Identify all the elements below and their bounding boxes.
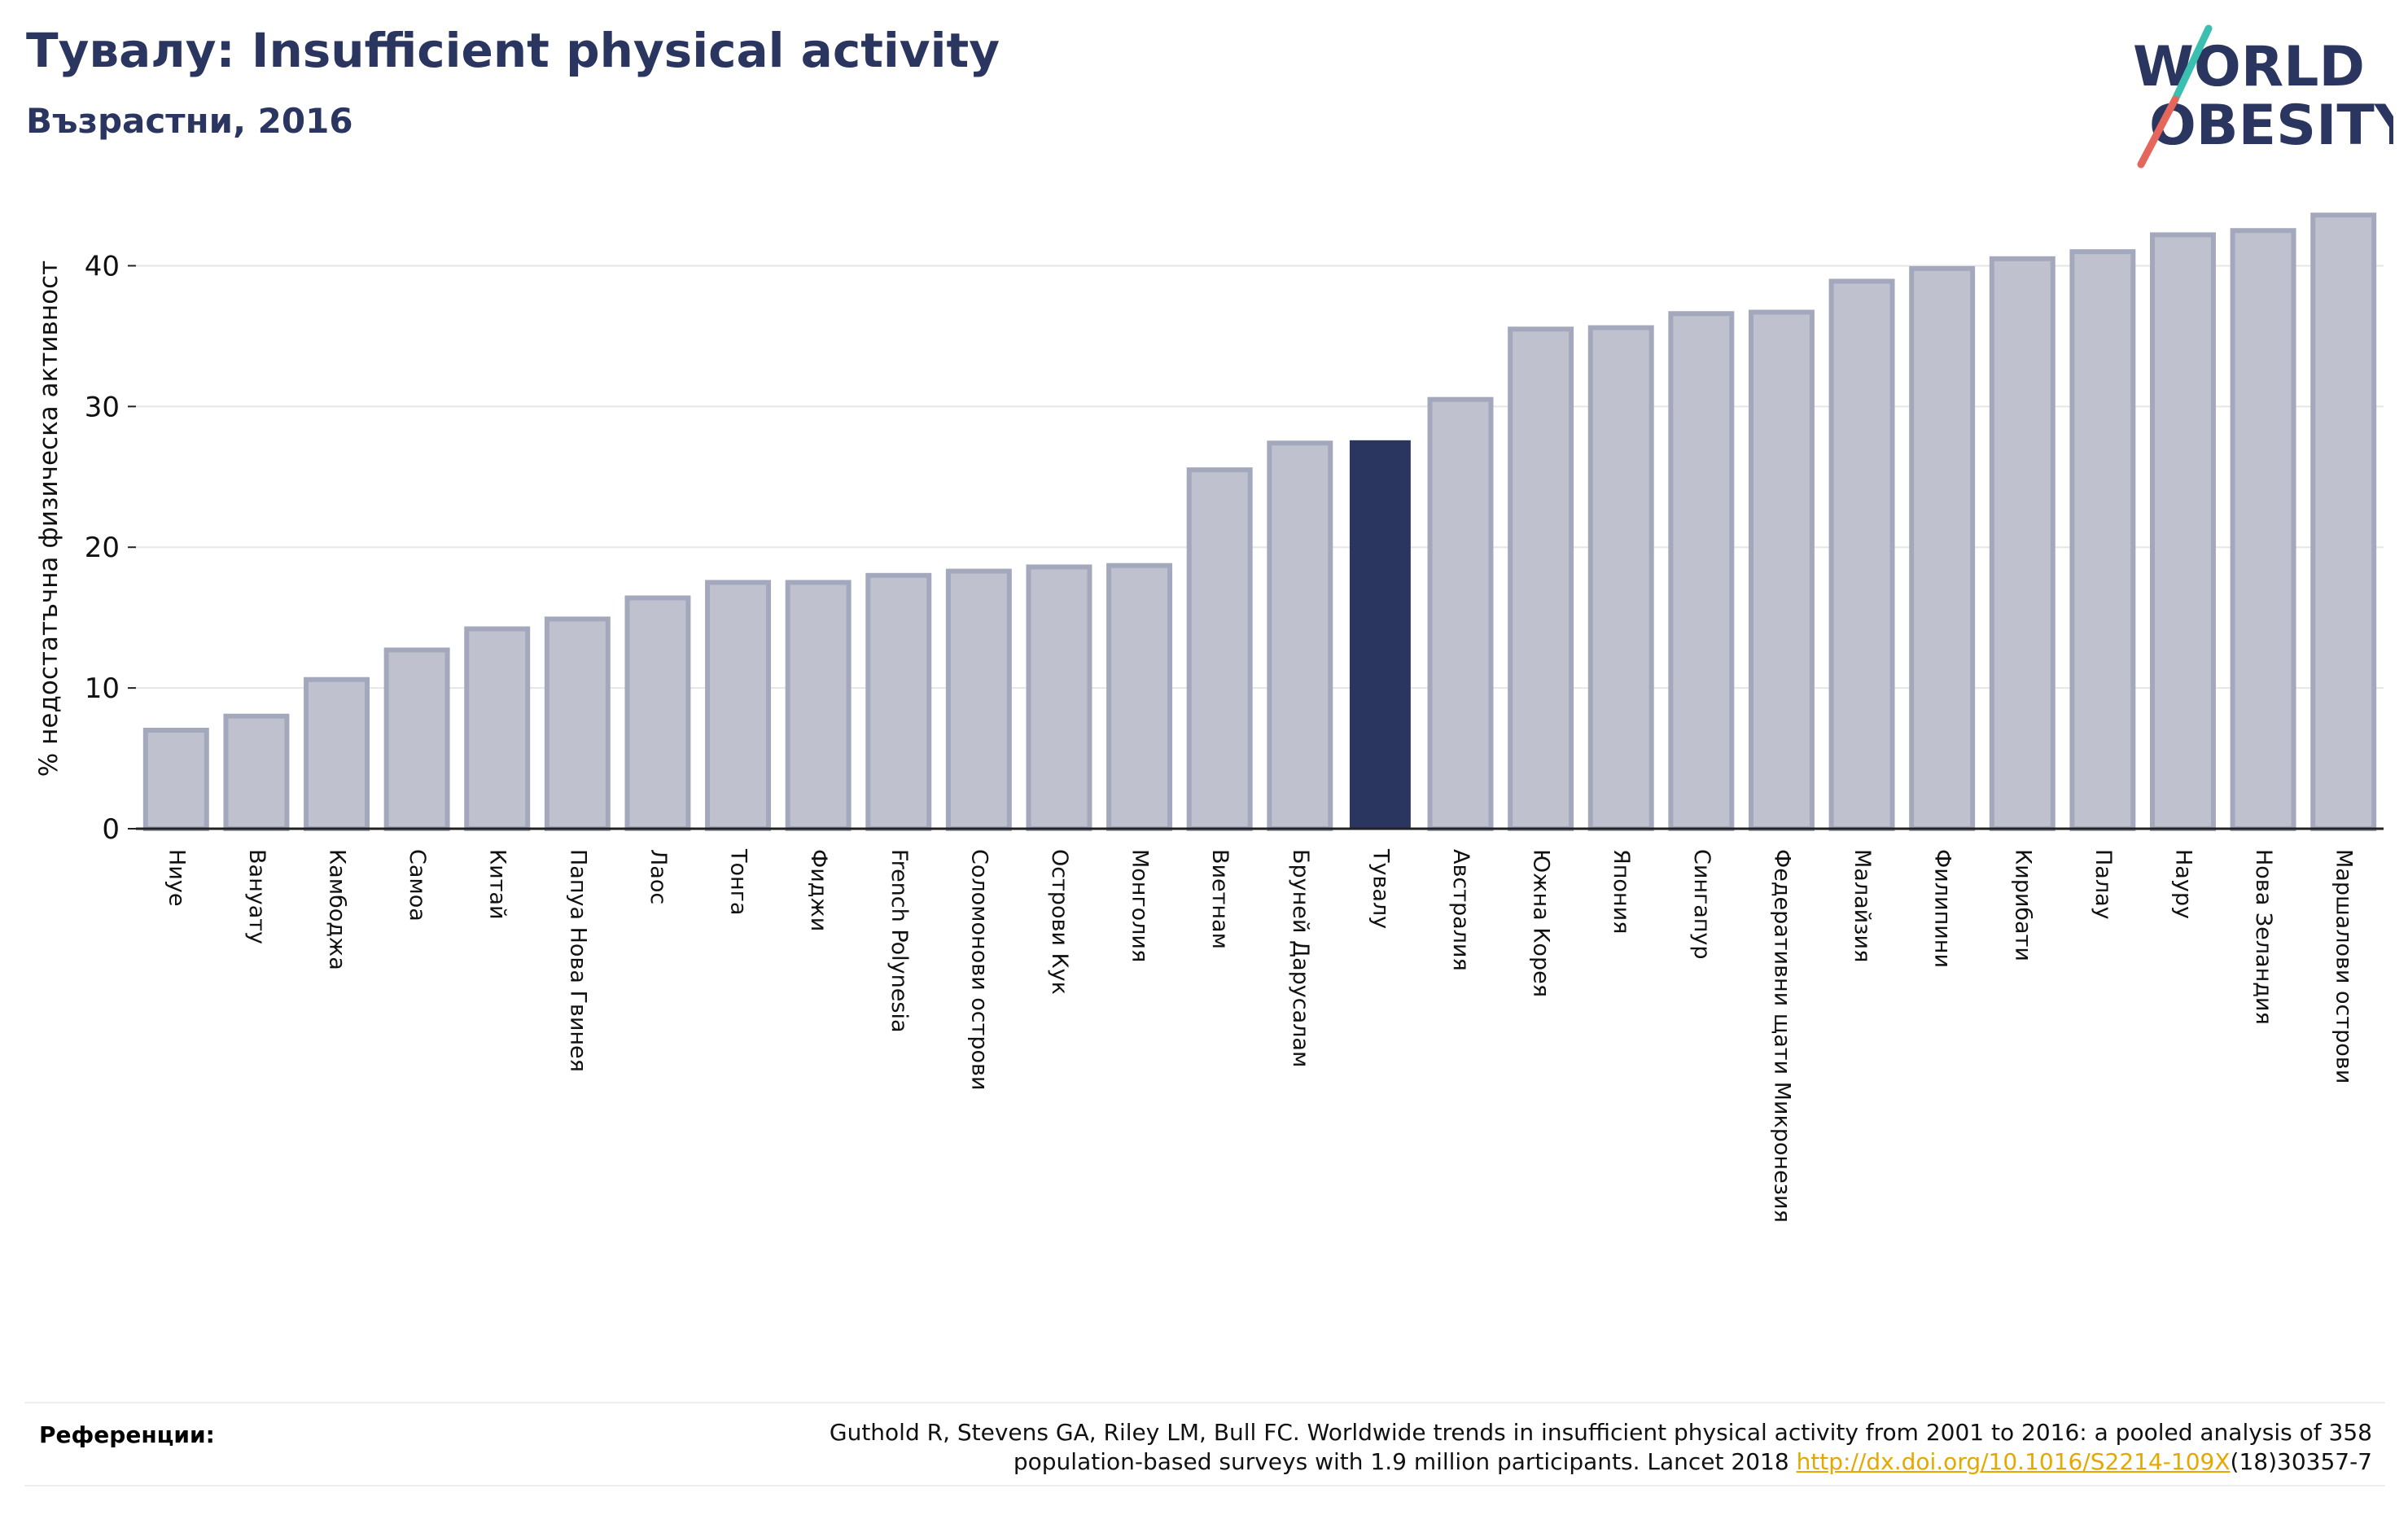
chart-subtitle: Възрастни, 2016 xyxy=(26,101,353,141)
logo-slash-coral xyxy=(2137,95,2179,169)
x-category-label: Бруней Дарусалам xyxy=(1288,849,1313,1067)
bar xyxy=(383,647,450,831)
reference-line-1: Guthold R, Stevens GA, Riley LM, Bull FC… xyxy=(829,1419,2372,1446)
x-category-label: Науру xyxy=(2170,849,2196,919)
bar xyxy=(1267,440,1333,831)
y-axis-title: % недостатъчна физическа активност xyxy=(34,261,63,777)
bar xyxy=(1989,256,2056,831)
bar xyxy=(705,580,772,831)
x-category-label: Самоа xyxy=(405,849,430,922)
bar xyxy=(945,568,1012,831)
x-category-label: Сингапур xyxy=(1689,849,1714,960)
x-category-label: Австралия xyxy=(1448,849,1473,971)
x-category-label: Маршалови острови xyxy=(2331,849,2357,1084)
bar xyxy=(1909,265,1976,831)
x-category-label: Кирибати xyxy=(2010,849,2035,961)
bar xyxy=(2069,249,2136,831)
bar xyxy=(304,676,370,832)
bar xyxy=(785,580,852,831)
bar xyxy=(624,595,691,831)
axes: 0 10 20 30 40 xyxy=(85,250,2384,846)
x-category-label: Фиджи xyxy=(806,849,831,931)
bar xyxy=(2230,228,2296,831)
bars xyxy=(142,212,2377,832)
bar xyxy=(1508,326,1574,831)
x-category-label: Япония xyxy=(1609,849,1634,934)
bar xyxy=(1427,396,1494,831)
bar xyxy=(464,626,531,832)
logo-line1: WORLD xyxy=(2133,35,2365,99)
y-tick-label: 40 xyxy=(85,250,120,282)
references-label: Референции: xyxy=(39,1421,215,1448)
bar xyxy=(142,727,209,832)
bar xyxy=(1106,563,1173,831)
x-category-label: Тонга xyxy=(726,848,751,915)
x-category-label: Федеративни щати Микронезия xyxy=(1769,849,1794,1223)
x-category-label: Малайзия xyxy=(1850,849,1875,962)
bar xyxy=(1828,278,1895,831)
x-category-label: Палау xyxy=(2091,849,2116,920)
reference-bottom-divider xyxy=(24,1485,2385,1486)
x-category-label: French Polynesia xyxy=(887,849,912,1033)
x-category-label: Камбоджа xyxy=(325,849,350,970)
world-obesity-logo: WORLD OBESITY xyxy=(2133,24,2393,169)
reference-line-2-suffix: (18)30357-7 xyxy=(2230,1448,2372,1475)
reference-line-2-text: population-based surveys with 1.9 millio… xyxy=(1013,1448,1797,1475)
y-tick-label: 0 xyxy=(102,813,120,846)
bar xyxy=(1668,311,1735,831)
x-category-label: Виетнам xyxy=(1207,849,1232,949)
logo-slash-teal xyxy=(2171,24,2213,103)
doi-link[interactable]: http://dx.doi.org/10.1016/S2214-109X xyxy=(1796,1448,2231,1475)
bar-highlighted xyxy=(1349,440,1411,829)
y-tick-label: 30 xyxy=(85,391,120,423)
bar xyxy=(865,572,932,831)
bar xyxy=(1186,467,1253,832)
bar xyxy=(544,616,611,831)
x-category-label: Тувалу xyxy=(1368,848,1393,929)
x-category-label: Южна Корея xyxy=(1529,849,1554,997)
y-tick-label: 10 xyxy=(85,672,120,705)
x-category-label: Папуа Нова Гвинея xyxy=(565,849,590,1072)
bar xyxy=(223,713,290,832)
x-category-label: Ниуе xyxy=(164,849,189,906)
references-text: Guthold R, Stevens GA, Riley LM, Bull FC… xyxy=(500,1418,2372,1477)
y-tick-label: 20 xyxy=(85,532,120,564)
x-category-label: Лаос xyxy=(646,849,671,904)
x-category-label: Филипини xyxy=(1930,849,1955,968)
x-category-label: Китай xyxy=(485,849,510,920)
chart-title: Тувалу: Insufficient physical activity xyxy=(26,23,1000,78)
bar xyxy=(1026,564,1092,832)
logo-line2: OBESITY xyxy=(2149,94,2393,158)
x-category-label: Монголия xyxy=(1127,849,1153,962)
bar xyxy=(2310,212,2377,831)
bar-chart: 0 10 20 30 40 Ниуе Вануату Камбоджа Самоа Китай П… xyxy=(34,212,2384,1223)
reference-top-divider xyxy=(24,1402,2385,1403)
bar xyxy=(2150,232,2216,831)
x-category-label: Острови Кук xyxy=(1047,849,1072,995)
bar xyxy=(1748,309,1815,831)
x-category-label: Нова Зеландия xyxy=(2251,849,2276,1025)
category-labels: Ниуе Вануату Камбоджа Самоа Китай Папуа Нова … xyxy=(164,848,2356,1223)
bar xyxy=(1587,325,1654,831)
x-category-label: Соломонови острови xyxy=(966,849,992,1090)
x-category-label: Вануату xyxy=(244,849,269,944)
reference-line-2: population-based surveys with 1.9 millio… xyxy=(500,1447,2372,1477)
